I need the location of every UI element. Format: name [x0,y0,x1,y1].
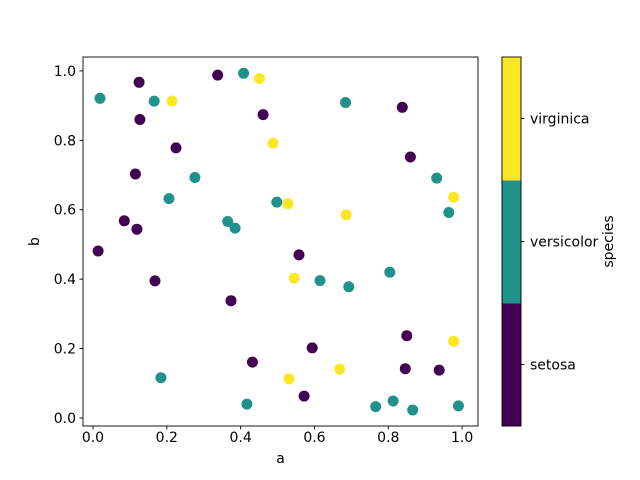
scatter-point-setosa [298,390,310,402]
scatter-point-versicolor [189,172,201,183]
scatter-point-setosa [399,363,411,375]
colorbar-tick-label-versicolor: versicolor [530,235,599,251]
scatter-point-versicolor [314,275,326,287]
scatter-point-setosa [293,249,305,261]
scatter-point-virginica [448,335,460,347]
scatter-point-setosa [134,114,146,125]
x-tick-label: 0.2 [156,430,178,446]
scatter-point-virginica [288,272,300,284]
colorbar-tick-label-setosa: setosa [530,358,576,374]
x-axis-label: a [276,451,285,467]
scatter-point-versicolor [340,97,351,108]
scatter-point-versicolor [387,395,399,407]
x-tick-label: 0.6 [303,430,325,446]
scatter-point-versicolor [443,207,455,218]
y-tick-label: 0.6 [54,203,76,219]
x-tick-label: 1.0 [451,430,473,446]
scatter-point-setosa [170,142,182,154]
plot-area [82,56,479,427]
scatter-point-virginica [282,198,294,210]
scatter-point-virginica [283,373,295,385]
scatter-point-versicolor [343,281,355,293]
scatter-point-setosa [246,356,258,368]
scatter-point-versicolor [407,404,419,416]
scatter-point-virginica [340,209,352,221]
y-tick-label: 0.8 [54,133,76,149]
y-tick-label: 0.2 [54,342,76,358]
scatter-point-virginica [267,137,279,149]
scatter-point-setosa [433,364,445,376]
scatter-point-setosa [133,76,145,88]
scatter-point-setosa [92,245,104,257]
scatter-point-versicolor [148,95,160,107]
scatter-point-versicolor [452,400,464,412]
scatter-point-virginica [448,191,460,203]
scatter-point-versicolor [384,266,396,278]
y-tick-label: 0.4 [54,272,76,288]
scatter-point-versicolor [229,222,241,234]
colorbar-segment-virginica [502,57,521,181]
scatter-point-setosa [149,275,161,287]
scatter-point-setosa [118,215,130,227]
y-axis-label: b [27,237,43,246]
scatter-point-versicolor [370,401,382,413]
x-tick-label: 0.8 [377,430,399,446]
colorbar-tick-label-virginica: virginica [530,112,590,128]
scatter-point-virginica [166,95,178,107]
y-tick-label: 1.0 [54,64,76,80]
scatter-point-setosa [401,330,413,342]
scatter-point-setosa [257,109,269,121]
scatter-point-versicolor [241,398,253,410]
colorbar-axis-label: species [601,215,617,267]
scatter-point-versicolor [238,67,250,79]
scatter-point-setosa [212,69,224,81]
scatter-point-setosa [129,168,141,180]
scatter-point-versicolor [155,372,167,384]
y-tick-label: 0.0 [54,411,76,427]
scatter-point-versicolor [222,216,234,227]
scatter-point-versicolor [271,196,283,208]
scatter-point-setosa [396,101,408,113]
colorbar-segment-versicolor [502,180,521,304]
scatter-point-setosa [225,295,237,307]
x-tick-label: 0.0 [82,430,104,446]
colorbar-segment-setosa [502,303,521,427]
scatter-point-setosa [404,151,416,163]
scatter-point-versicolor [163,193,175,205]
scatter-point-versicolor [431,172,443,184]
scatter-point-virginica [254,73,265,84]
scatter-point-setosa [306,342,318,354]
x-tick-label: 0.4 [229,430,251,446]
scatter-point-setosa [131,223,143,235]
scatter-point-versicolor [94,92,106,104]
scatter-point-virginica [334,363,346,375]
